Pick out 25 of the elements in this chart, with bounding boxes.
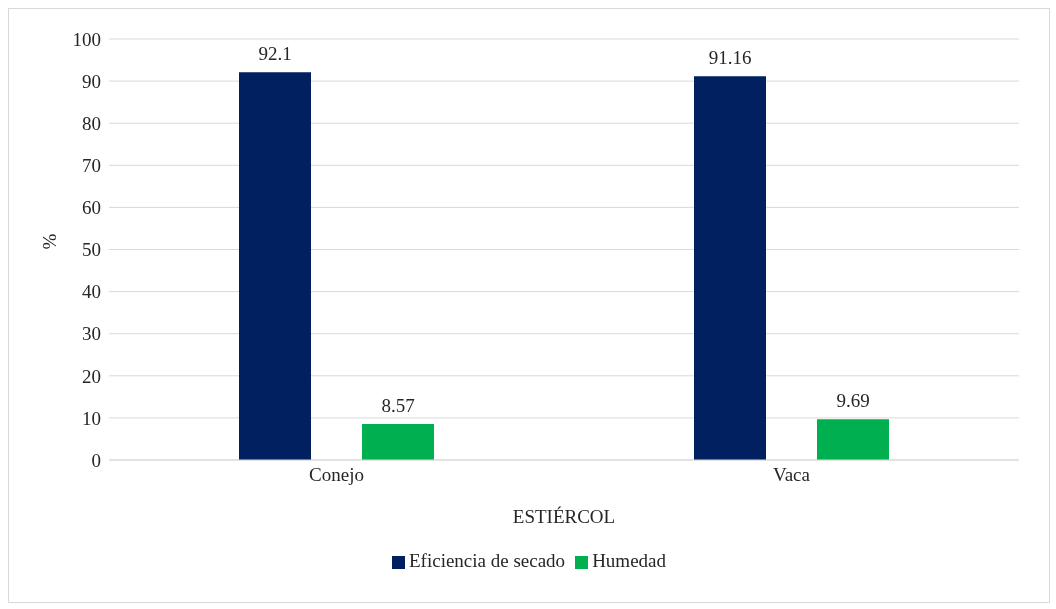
x-tick-label: Vaca xyxy=(773,464,811,486)
y-tick-label: 30 xyxy=(82,323,101,345)
y-tick-label: 0 xyxy=(91,449,101,471)
data-label: 8.57 xyxy=(381,394,415,416)
x-tick-label: Conejo xyxy=(309,464,364,486)
bar xyxy=(694,76,766,460)
legend-label: Eficiencia de secado xyxy=(408,550,566,571)
y-tick-label: 20 xyxy=(82,365,101,387)
data-label: 92.1 xyxy=(258,43,292,65)
y-tick-label: 80 xyxy=(82,112,101,134)
y-tick-label: 50 xyxy=(82,239,101,261)
y-axis-title: % xyxy=(38,233,60,250)
y-tick-label: 10 xyxy=(82,407,101,429)
x-axis-title: ESTIÉRCOL xyxy=(512,506,616,528)
bar xyxy=(239,72,311,460)
data-label: 9.69 xyxy=(836,390,870,412)
y-tick-label: 70 xyxy=(82,155,101,177)
y-tick-label: 60 xyxy=(82,197,101,219)
bar xyxy=(362,423,434,460)
y-tick-label: 100 xyxy=(72,28,101,50)
y-tick-label: 90 xyxy=(82,70,101,92)
data-label: 91.16 xyxy=(708,47,752,69)
y-tick-label: 40 xyxy=(82,281,101,303)
legend-label: Humedad xyxy=(592,550,666,571)
bar xyxy=(817,419,889,460)
